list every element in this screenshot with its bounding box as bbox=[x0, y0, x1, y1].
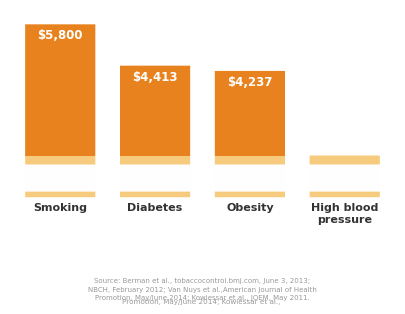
FancyBboxPatch shape bbox=[25, 24, 95, 155]
Text: Obesity: Obesity bbox=[226, 203, 274, 213]
Text: Promotion, May/June 2014; Kowlessar et al.,: Promotion, May/June 2014; Kowlessar et a… bbox=[122, 299, 283, 305]
Text: $5,800: $5,800 bbox=[38, 30, 83, 42]
Text: Source: Berman et al., tobaccocontrol.bmj.com, June 3, 2013;
NBCH, February 2012: Source: Berman et al., tobaccocontrol.bm… bbox=[88, 279, 317, 301]
Circle shape bbox=[0, 165, 405, 191]
Text: High blood
pressure: High blood pressure bbox=[311, 203, 378, 225]
Text: Smoking: Smoking bbox=[33, 203, 87, 213]
Text: $4,413: $4,413 bbox=[132, 71, 178, 84]
Circle shape bbox=[0, 165, 405, 191]
Circle shape bbox=[0, 165, 405, 191]
Circle shape bbox=[0, 165, 405, 191]
FancyBboxPatch shape bbox=[310, 155, 380, 197]
Text: $1,077: $1,077 bbox=[322, 169, 367, 182]
Text: Diabetes: Diabetes bbox=[128, 203, 183, 213]
FancyBboxPatch shape bbox=[215, 155, 285, 197]
FancyBboxPatch shape bbox=[120, 66, 190, 155]
FancyBboxPatch shape bbox=[25, 155, 95, 197]
FancyBboxPatch shape bbox=[215, 71, 285, 155]
FancyBboxPatch shape bbox=[120, 155, 190, 197]
Text: $4,237: $4,237 bbox=[227, 76, 273, 89]
